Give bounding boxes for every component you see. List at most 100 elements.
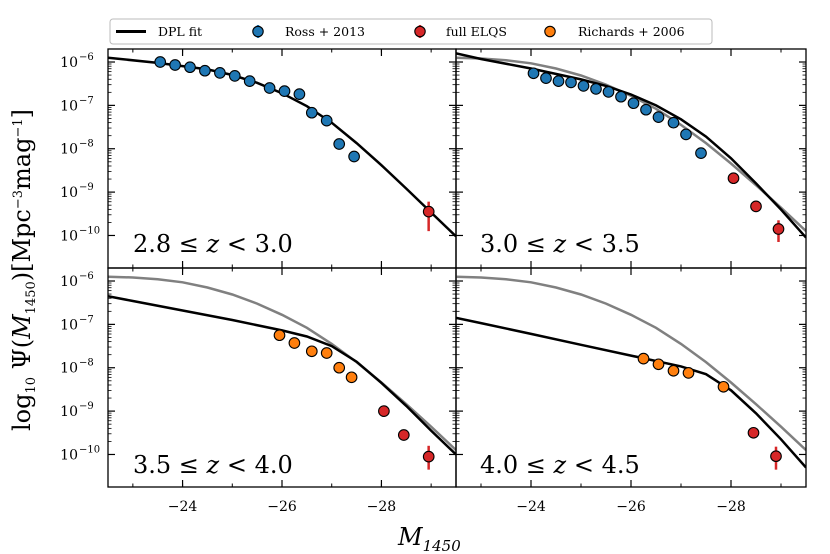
- data-point: [422, 205, 435, 218]
- y-tick-label: 10: [60, 55, 78, 71]
- data-point: [772, 223, 785, 235]
- data-point: [680, 128, 692, 141]
- data-point: [263, 82, 276, 94]
- y-tick-exponent: −10: [79, 444, 100, 455]
- data-point: [273, 329, 286, 342]
- y-tick-exponent: −10: [79, 225, 100, 236]
- legend-label: DPL fit: [158, 24, 202, 39]
- y-tick-exponent: −9: [79, 401, 94, 412]
- y-axis-title: log10 Ψ(M1450)[Mpc−3mag−1]: [8, 109, 39, 431]
- data-point: [540, 72, 552, 84]
- data-point: [278, 85, 291, 97]
- data-point: [333, 361, 346, 374]
- y-tick-label: 10: [60, 142, 78, 158]
- data-point: [717, 380, 730, 393]
- data-point: [169, 59, 181, 71]
- legend-frame: [109, 18, 713, 45]
- data-point: [243, 75, 256, 87]
- panel-redshift-label: 3.0 ≤ z < 3.5: [480, 230, 640, 258]
- legend-entry-dpl-fit: DPL fit: [116, 24, 202, 39]
- y-tick-exponent: −7: [79, 95, 94, 106]
- legend-entry-ross-2013: Ross + 2013: [252, 24, 365, 39]
- data-point: [154, 56, 167, 68]
- y-tick-exponent: −8: [79, 358, 94, 369]
- y-tick-exponent: −6: [79, 52, 94, 63]
- panel-z-4.0-4.5: −24 −26 −28 4.0 ≤ z < 4.5: [455, 267, 807, 515]
- data-point: [345, 371, 358, 384]
- legend-label: Richards + 2006: [578, 24, 685, 39]
- data-point: [422, 450, 435, 463]
- y-tick-label: 10: [60, 185, 78, 201]
- data-point: [652, 111, 665, 123]
- y-tick-label: 10: [60, 228, 78, 244]
- panel-redshift-label: 3.5 ≤ z < 4.0: [133, 451, 293, 479]
- data-point: [667, 116, 680, 129]
- data-point: [667, 364, 680, 377]
- y-tick-exponent: −7: [79, 314, 94, 325]
- data-point: [288, 337, 301, 349]
- y-tick-label: 10: [60, 447, 78, 463]
- data-point: [682, 367, 695, 379]
- legend-entry-full-elqs: full ELQS: [414, 24, 507, 39]
- data-point: [199, 64, 211, 77]
- data-point: [640, 103, 652, 116]
- panel-redshift-label: 2.8 ≤ z < 3.0: [133, 230, 293, 258]
- data-point: [378, 405, 390, 417]
- data-point: [184, 61, 196, 74]
- data-point: [397, 429, 410, 441]
- data-point: [293, 88, 306, 100]
- y-tick-label: 10: [60, 98, 78, 114]
- data-point: [527, 67, 540, 80]
- x-tick-label: −24: [516, 499, 546, 515]
- dpl-fit-curve: [108, 294, 456, 456]
- data-point: [695, 147, 707, 159]
- data-point: [214, 67, 226, 79]
- data-point: [565, 76, 577, 89]
- data-point: [333, 138, 346, 150]
- x-tick-label: −28: [367, 499, 397, 515]
- y-tick-label: 10: [60, 361, 78, 377]
- legend-marker-icon: [252, 25, 264, 38]
- x-tick-label: −26: [267, 499, 297, 515]
- x-axis-title: M1450: [397, 523, 461, 554]
- data-point: [750, 200, 762, 213]
- y-tick-label: 10: [60, 274, 78, 290]
- x-tick-label: −24: [168, 499, 198, 515]
- data-point: [602, 86, 615, 98]
- data-point: [637, 352, 650, 365]
- data-point: [320, 114, 333, 127]
- panel-redshift-label: 4.0 ≤ z < 4.5: [480, 451, 640, 479]
- legend: DPL fit Ross + 2013 full ELQS Richards +…: [109, 18, 713, 45]
- legend-marker-icon: [544, 25, 556, 38]
- data-point: [305, 106, 318, 119]
- y-tick-exponent: −6: [79, 271, 94, 282]
- x-tick-label: −26: [616, 499, 646, 515]
- legend-label: Ross + 2013: [285, 24, 365, 39]
- panel-z-2.8-3.0: 10−610−710−810−910−10 2.8 ≤ z < 3.0: [60, 48, 457, 269]
- dpl-fit-curve: [456, 316, 806, 469]
- data-point: [770, 450, 782, 463]
- y-tick-exponent: −8: [79, 139, 94, 150]
- data-point: [590, 83, 602, 95]
- data-point: [747, 426, 760, 439]
- legend-label: full ELQS: [446, 24, 507, 39]
- data-point: [615, 90, 627, 103]
- panel-z-3.0-3.5: 3.0 ≤ z < 3.5: [455, 48, 807, 269]
- data-point: [320, 347, 333, 359]
- data-point: [552, 75, 565, 87]
- dpl-fit-curve: [108, 56, 456, 238]
- y-tick-label: 10: [60, 404, 78, 420]
- y-tick-exponent: −9: [79, 182, 94, 193]
- x-tick-label: −28: [716, 499, 746, 515]
- reference-fit-curve: [108, 275, 456, 452]
- data-point: [348, 150, 360, 163]
- legend-marker-icon: [414, 25, 426, 38]
- data-point: [228, 70, 241, 82]
- data-point: [627, 97, 640, 110]
- data-point: [305, 345, 318, 358]
- y-tick-label: 10: [60, 317, 78, 333]
- reference-fit-curve: [456, 275, 806, 452]
- data-point: [727, 172, 740, 185]
